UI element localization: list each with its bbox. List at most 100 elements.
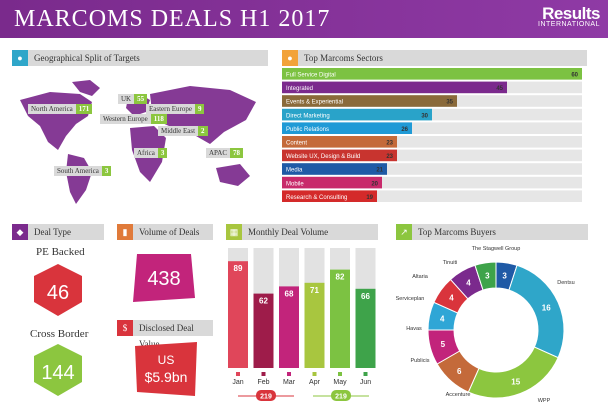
buyers-header: ↗ Top Marcoms Buyers xyxy=(396,224,588,240)
quarter-total-pill xyxy=(331,390,351,401)
month-value: 66 xyxy=(361,292,370,301)
sector-value: 23 xyxy=(386,141,393,147)
buyer-value: 5 xyxy=(441,340,446,349)
geo-region-name: APAC xyxy=(206,148,231,158)
geo-region-value: 3 xyxy=(157,148,168,158)
month-label: Jun xyxy=(360,379,371,386)
sector-label: Public Relations xyxy=(286,127,329,133)
month-value: 82 xyxy=(336,273,345,282)
sector-label: Integrated xyxy=(286,86,313,92)
geo-region-name: Middle East xyxy=(158,126,199,136)
geo-region-value: 9 xyxy=(194,104,205,114)
geo-label-apac: APAC 78 xyxy=(206,148,244,158)
sector-label: Website UX, Design & Build xyxy=(286,154,360,160)
sectors-panel-header: ● Top Marcoms Sectors xyxy=(282,50,587,66)
geo-region-value: 3 xyxy=(101,166,112,176)
month-marker xyxy=(287,372,291,376)
sectors-chart: Full Service Digital 60 Integrated 45 Events… xyxy=(282,68,582,202)
sector-bar xyxy=(282,163,387,175)
world-map xyxy=(20,80,256,204)
buyer-label: Publicis xyxy=(411,358,430,364)
sector-label: Direct Marketing xyxy=(286,113,330,119)
geo-panel-title: Geographical Split of Targets xyxy=(34,53,140,63)
geo-label-north-america: North America 171 xyxy=(28,104,93,114)
map-south-america xyxy=(66,154,92,204)
buyer-value: 3 xyxy=(485,272,490,281)
geo-region-name: Western Europe xyxy=(100,114,151,124)
cross-border-value: 144 xyxy=(41,362,74,384)
month-label: Mar xyxy=(283,379,296,386)
sector-value: 45 xyxy=(496,86,503,92)
geo-region-value: 171 xyxy=(75,104,93,114)
cross-border-label: Cross Border xyxy=(30,328,89,340)
buyer-label: Tinuiti xyxy=(443,260,457,266)
month-bar xyxy=(253,293,274,368)
calendar-icon: ▦ xyxy=(226,224,242,240)
pe-backed-label: PE Backed xyxy=(36,246,85,258)
month-label: Jan xyxy=(232,379,243,386)
sector-label: Content xyxy=(286,141,307,147)
month-marker xyxy=(363,372,368,376)
buyer-value: 4 xyxy=(449,294,454,303)
brand-logo: Results INTERNATIONAL xyxy=(538,4,601,28)
month-bar xyxy=(228,261,248,368)
buyers-chart: 3 The Stagwell Group 16 Dentsu 15 WPP 6 Accentu… xyxy=(396,246,575,404)
sector-track xyxy=(282,163,582,175)
sector-track xyxy=(282,136,582,148)
sector-value: 30 xyxy=(421,113,428,119)
value-header: $ Disclosed Deal Value xyxy=(117,320,213,349)
sector-track xyxy=(282,149,582,162)
volume-value: 438 xyxy=(147,268,180,290)
buyer-label: Serviceplan xyxy=(396,296,424,302)
sector-track xyxy=(282,190,582,202)
quarter-total-pill xyxy=(256,390,276,401)
buyer-value: 16 xyxy=(542,304,551,313)
buyer-label: Accenture xyxy=(446,392,471,398)
bar-chart-icon: ▮ xyxy=(117,224,133,240)
map-australia xyxy=(216,164,250,186)
buyers-title: Top Marcoms Buyers xyxy=(418,227,496,237)
pin-icon: ● xyxy=(12,50,28,66)
sector-bar xyxy=(282,136,397,148)
tag-icon: ◆ xyxy=(12,224,28,240)
monthly-header: ▦ Monthly Deal Volume xyxy=(226,224,378,240)
pe-backed-value: 46 xyxy=(47,282,69,304)
geo-region-value: 118 xyxy=(150,114,167,124)
map-greenland xyxy=(72,80,100,96)
buyer-label: The Stagwell Group xyxy=(472,246,521,252)
geo-label-south-america: South America 3 xyxy=(54,166,112,176)
buyer-slice xyxy=(474,261,497,291)
geo-label-uk: UK 55 xyxy=(118,94,148,104)
buyer-value: 3 xyxy=(502,272,507,281)
pe-badge: 46 xyxy=(34,264,82,316)
sector-value: 26 xyxy=(401,127,408,133)
buyer-slice xyxy=(508,264,565,359)
sector-bar xyxy=(282,149,397,162)
month-label: May xyxy=(333,379,347,386)
sector-label: Events & Experiential xyxy=(286,100,343,106)
buyer-value: 15 xyxy=(511,377,520,386)
sector-label: Media xyxy=(286,168,303,174)
month-marker xyxy=(236,372,240,376)
month-bar xyxy=(355,288,376,368)
trend-icon: ↗ xyxy=(396,224,412,240)
geo-region-name: Africa xyxy=(134,148,158,158)
value-title: Disclosed Deal Value xyxy=(139,323,194,349)
buyer-value: 4 xyxy=(466,278,471,287)
monthly-chart: 89 Jan 62 Feb 68 Mar 71 Apr 82 May 66 Jun 219 219 xyxy=(228,248,376,401)
value-line2: $5.9bn xyxy=(145,369,188,385)
value-line1: US xyxy=(158,353,175,367)
quarter-total: 219 xyxy=(260,394,272,401)
deal-type-header: ◆ Deal Type xyxy=(12,224,104,240)
geo-region-name: South America xyxy=(54,166,102,176)
sector-bar xyxy=(282,122,412,134)
buyer-label: Havas xyxy=(406,326,422,332)
sector-bar xyxy=(282,108,432,121)
sector-value: 23 xyxy=(386,154,393,160)
dollar-icon: $ xyxy=(117,320,133,336)
geo-label-middle-east: Middle East 2 xyxy=(158,126,208,136)
buyer-value: 6 xyxy=(457,367,462,376)
sector-bar xyxy=(282,190,377,202)
sector-value: 35 xyxy=(446,100,453,106)
page-title: MARCOMS DEALS H1 2017 xyxy=(14,6,331,32)
